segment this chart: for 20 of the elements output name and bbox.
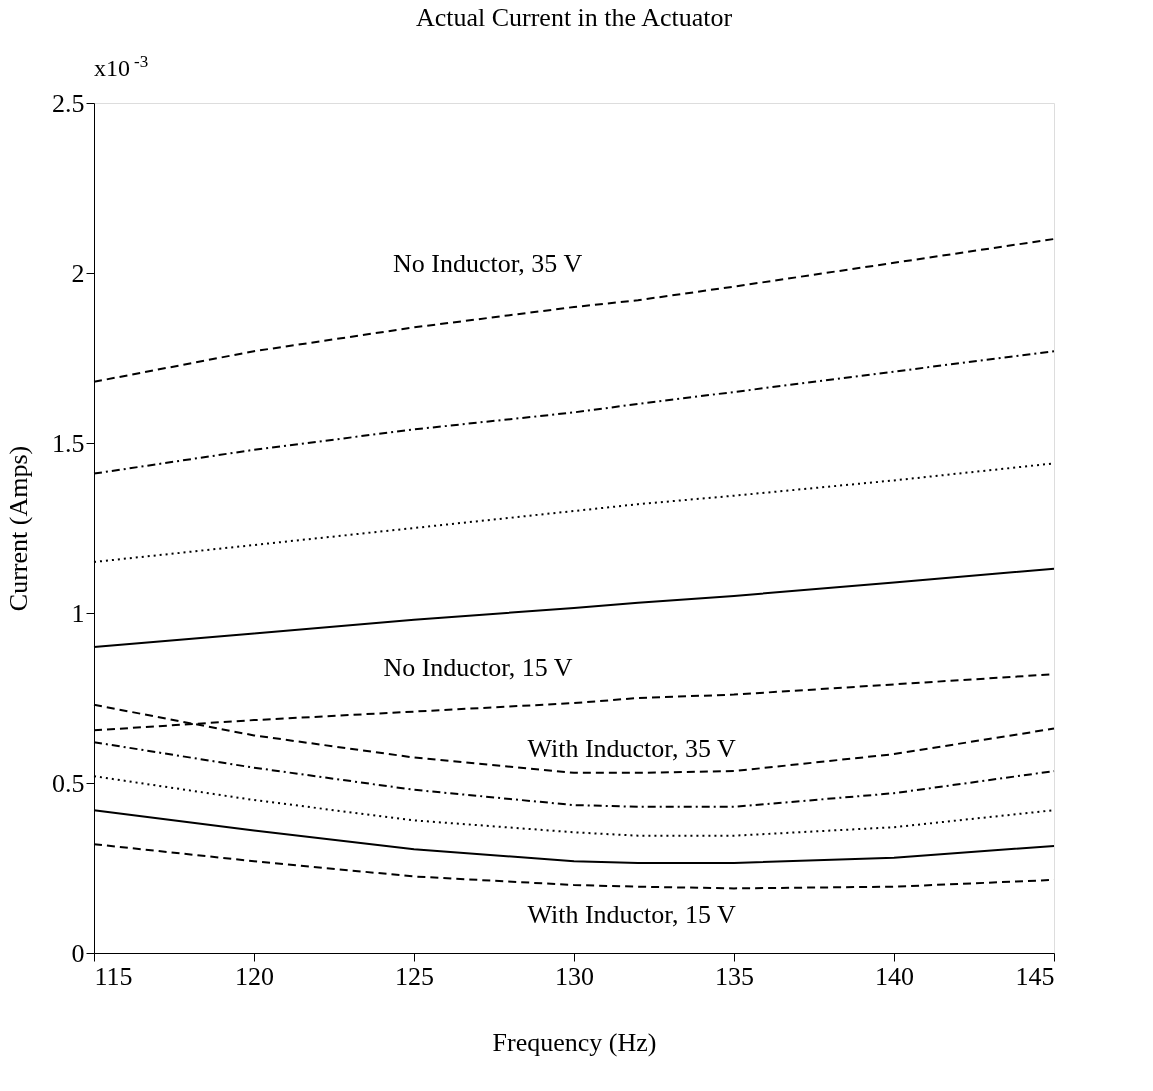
x-tick-label: 140 [875, 961, 914, 991]
x-tick-label: 130 [555, 961, 594, 991]
x-axis-title: Frequency (Hz) [492, 1027, 657, 1057]
annotation: No Inductor, 15 V [383, 653, 573, 682]
y-tick-label: 2.5 [52, 88, 85, 118]
x-tick-label: 145 [1015, 961, 1055, 991]
x-tick-label: 135 [715, 961, 754, 991]
y-tick-label: 1 [71, 598, 85, 628]
y-tick-label: 1.5 [52, 428, 85, 458]
y-tick-label: 2 [71, 258, 85, 288]
x-tick-label: 125 [395, 961, 434, 991]
x-tick-label: 120 [235, 961, 274, 991]
x-tick-label: 115 [94, 961, 133, 991]
chart-title: Actual Current in the Actuator [415, 3, 733, 32]
y-tick-label: 0.5 [52, 768, 85, 798]
annotation: With Inductor, 35 V [527, 733, 736, 763]
y-tick-label: 0 [71, 938, 85, 968]
annotation: No Inductor, 35 V [393, 249, 583, 279]
y-axis-title: Current (Amps) [4, 445, 33, 612]
annotation: With Inductor, 15 V [527, 899, 736, 929]
